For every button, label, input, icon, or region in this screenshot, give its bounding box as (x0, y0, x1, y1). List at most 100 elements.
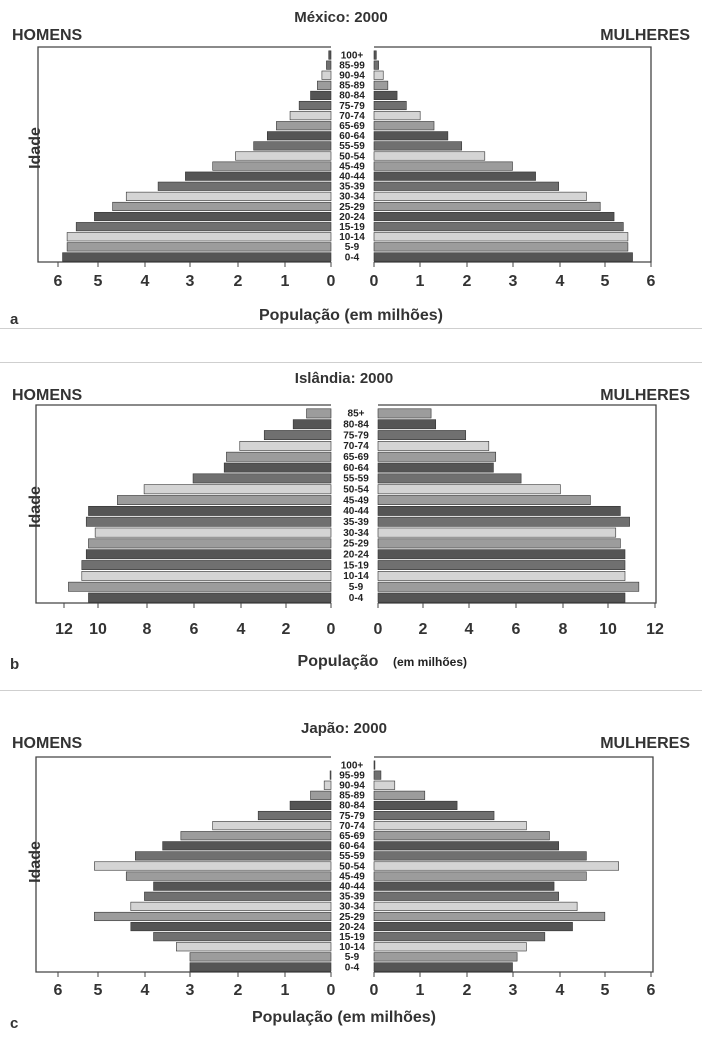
bar-homens-5-9 (66, 242, 332, 252)
bar-homens-50-54 (143, 484, 332, 495)
bar-homens-60-64 (162, 841, 332, 851)
bar-homens-90-94 (323, 780, 332, 790)
age-group-label: 75-79 (343, 430, 369, 441)
bar-mulheres-80-84 (377, 419, 437, 430)
x-tick-label: 12 (646, 621, 664, 638)
chart-title: Japão: 2000 (301, 720, 387, 737)
bar-mulheres-45-49 (373, 161, 513, 171)
bar-mulheres-50-54 (373, 151, 486, 161)
x-tick-label: 8 (143, 621, 152, 638)
x-tick-label: 6 (190, 621, 199, 638)
bar-homens-40-44 (153, 881, 332, 891)
age-group-label: 85-89 (339, 81, 365, 92)
right-plot-frame (378, 404, 657, 604)
x-tick-label: 2 (282, 621, 291, 638)
x-tick-label: 10 (599, 621, 617, 638)
x-tick-label: 12 (55, 621, 73, 638)
age-group-label: 55-59 (343, 474, 369, 485)
x-axis-label: População (298, 653, 379, 670)
bar-homens-10-14 (176, 942, 332, 952)
bar-mulheres-45-49 (377, 495, 591, 506)
x-tick-label: 3 (186, 273, 195, 290)
right-side-label: MULHERES (600, 387, 690, 404)
bar-homens-50-54 (235, 151, 332, 161)
bar-mulheres-15-19 (373, 932, 546, 942)
bar-mulheres-90-94 (373, 780, 396, 790)
bar-homens-65-69 (276, 121, 332, 131)
bar-mulheres-40-44 (373, 881, 555, 891)
bar-mulheres-0-4 (373, 962, 513, 972)
age-group-label: 80-84 (343, 420, 369, 431)
x-tick-label: 0 (327, 621, 336, 638)
age-group-label: 50-54 (339, 861, 365, 872)
bar-mulheres-70-74 (373, 821, 527, 831)
age-group-label: 55-59 (339, 141, 365, 152)
bar-homens-60-64 (266, 131, 332, 141)
pyramid-chart: Japão: 2000 HOMENS MULHERES 0-45-910-1415-1… (10, 720, 690, 1032)
bar-mulheres-70-74 (373, 111, 421, 121)
chart-title: Islândia: 2000 (295, 370, 393, 387)
x-tick-label: 3 (509, 982, 518, 999)
age-group-label: 35-39 (343, 517, 369, 528)
bar-mulheres-55-59 (373, 851, 587, 861)
bar-mulheres-60-64 (377, 462, 494, 473)
age-group-label: 100+ (341, 760, 364, 771)
bar-mulheres-65-69 (373, 831, 550, 841)
age-group-label: 40-44 (339, 881, 365, 892)
age-group-label: 30-34 (339, 902, 365, 913)
bar-mulheres-10-14 (373, 942, 527, 952)
bar-mulheres-90-94 (373, 70, 384, 80)
age-group-label: 20-24 (339, 212, 365, 223)
age-group-label: 60-64 (339, 131, 365, 142)
bar-mulheres-85-89 (373, 790, 426, 800)
age-group-label: 90-94 (339, 71, 365, 82)
chart-title: México: 2000 (294, 9, 387, 26)
bar-mulheres-80-84 (373, 800, 458, 810)
bar-homens-80-84 (310, 90, 332, 100)
bar-homens-55-59 (192, 473, 332, 484)
bar-homens-5-9 (189, 952, 332, 962)
bar-mulheres-80-84 (373, 90, 398, 100)
age-group-label: 65-69 (339, 121, 365, 132)
x-tick-label: 6 (647, 982, 656, 999)
x-tick-label: 4 (556, 982, 565, 999)
bar-homens-85+ (306, 408, 332, 419)
bar-mulheres-55-59 (377, 473, 522, 484)
bar-homens-45-49 (117, 495, 332, 506)
y-axis-label: Idade (27, 127, 44, 169)
left-plot-frame (35, 756, 331, 973)
bar-mulheres-30-34 (373, 901, 578, 911)
bar-homens-35-39 (157, 181, 332, 191)
bar-mulheres-5-9 (377, 581, 640, 592)
x-axis-label: População (em milhões) (252, 1009, 436, 1026)
age-group-label: 65-69 (343, 452, 369, 463)
bar-mulheres-85-99 (373, 60, 379, 70)
age-group-label: 45-49 (339, 871, 365, 882)
age-group-label: 0-4 (345, 962, 360, 973)
x-tick-label: 1 (416, 273, 425, 290)
age-group-label: 25-29 (339, 912, 365, 923)
bar-mulheres-70-74 (377, 440, 490, 451)
bar-homens-15-19 (81, 560, 332, 571)
x-tick-label: 0 (327, 982, 336, 999)
bar-homens-70-74 (289, 111, 332, 121)
bar-homens-100+ (328, 50, 332, 60)
age-group-label: 35-39 (339, 892, 365, 903)
panel-separator (0, 328, 702, 329)
age-group-label: 75-79 (339, 811, 365, 822)
age-group-label: 45-49 (339, 161, 365, 172)
age-group-label: 85+ (348, 409, 365, 420)
x-tick-label: 0 (374, 621, 383, 638)
x-tick-label: 5 (601, 982, 610, 999)
age-group-label: 10-14 (339, 942, 365, 953)
x-tick-label: 8 (559, 621, 568, 638)
panel-letter: b (10, 656, 19, 673)
x-tick-label: 2 (419, 621, 428, 638)
bar-mulheres-75-79 (373, 810, 495, 821)
bar-homens-50-54 (94, 861, 332, 871)
x-tick-label: 0 (327, 273, 336, 290)
x-tick-label: 2 (463, 273, 472, 290)
bar-homens-90-94 (321, 70, 332, 80)
